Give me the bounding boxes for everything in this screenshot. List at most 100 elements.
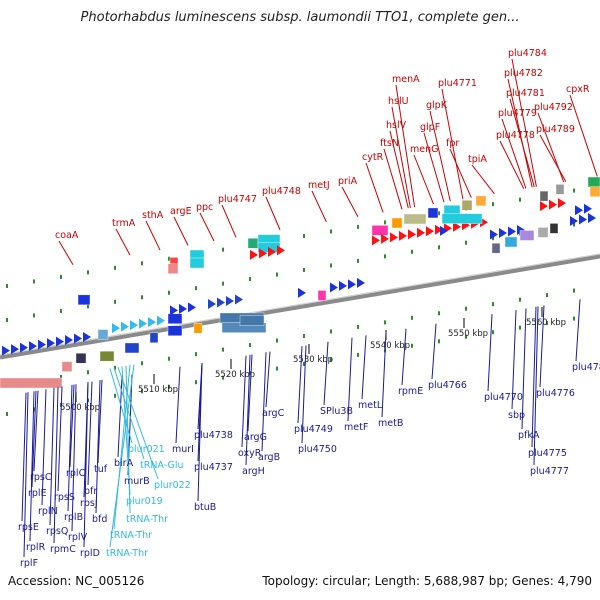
gene-label-red: tpiA — [468, 154, 487, 165]
tick-mark — [6, 283, 8, 288]
gene-label-blue-leader — [245, 354, 251, 466]
gene-label-red-leader — [569, 94, 598, 177]
gene-arrow — [426, 226, 434, 237]
gene-block — [391, 217, 403, 229]
gene-label-blue: argB — [258, 452, 280, 463]
gene-arrow — [250, 249, 258, 260]
gene-arrow — [298, 287, 306, 298]
gene-feature — [77, 294, 91, 306]
gene-arrow — [259, 248, 267, 259]
tick-mark — [573, 316, 575, 321]
gene-label-red-leader — [413, 154, 434, 205]
tick-mark — [519, 297, 521, 302]
gene-arrow — [20, 342, 28, 353]
gene-arrow — [408, 229, 416, 240]
gene-feature — [167, 325, 183, 336]
gene-label-blue: rpsC — [30, 472, 52, 483]
gene-label-trna: plur021 — [128, 444, 165, 455]
tick-mark — [249, 343, 251, 348]
gene-block — [75, 353, 87, 364]
tick-mark — [141, 295, 143, 300]
gene-label-blue: murB — [124, 476, 150, 487]
tick-mark — [168, 256, 170, 261]
tick-mark — [114, 393, 116, 398]
gene-block — [537, 227, 549, 238]
gene-label-red: glpK — [426, 100, 448, 111]
tick-mark — [114, 265, 116, 270]
accession-text: Accession: NC_005126 — [8, 574, 145, 588]
gene-block — [317, 290, 327, 301]
tick-marks — [6, 188, 575, 416]
gene-arrow — [188, 302, 196, 313]
gene-label-blue: rplF — [20, 558, 38, 569]
gene-label-blue-leader — [265, 351, 271, 408]
tick-mark — [6, 317, 8, 322]
gene-feature — [298, 287, 306, 298]
gene-label-trna: tRNA-Thr — [126, 514, 168, 525]
gene-arrow — [339, 280, 347, 291]
tick-mark — [222, 347, 224, 352]
gene-label-blue: argG — [244, 432, 267, 443]
gene-label-red-leader — [115, 228, 131, 256]
gene-label-red-leader — [173, 216, 189, 246]
gene-feature — [427, 207, 439, 219]
gene-label-blue-leader — [95, 380, 101, 514]
gene-label-blue: rpsQ — [46, 526, 68, 537]
gene-feature — [537, 227, 549, 238]
tick-mark — [492, 236, 494, 241]
gene-block — [247, 238, 259, 249]
gene-feature — [75, 353, 87, 364]
gene-label-red: priA — [338, 176, 358, 187]
tick-mark — [438, 245, 440, 250]
gene-label-blue: rplE — [28, 488, 47, 499]
gene-feature — [441, 213, 483, 224]
gene-label-blue-leader — [323, 341, 329, 406]
gene-block — [99, 350, 115, 362]
scale-label: 5560 kbp — [526, 318, 566, 328]
gene-label-blue: argC — [262, 408, 285, 419]
gene-feature — [440, 225, 448, 236]
gene-label-blue: bfd — [92, 514, 107, 525]
gene-label-red-leader — [391, 106, 411, 209]
gene-labels: coaA trmA sthA argE ppc plu4747 plu4748 metJ pri… — [18, 48, 600, 569]
gene-label-red-leader — [511, 58, 537, 187]
gene-label-blue-leader — [539, 305, 545, 388]
gene-label-red: ppc — [196, 202, 213, 213]
tick-mark — [384, 320, 386, 325]
gene-block — [124, 342, 140, 354]
gene-label-blue-leader — [97, 379, 103, 464]
gene-label-blue: plu4738 — [194, 430, 233, 441]
gene-label-red: hslU — [388, 96, 409, 107]
gene-label-red-leader — [539, 134, 567, 182]
tick-mark — [357, 324, 359, 329]
gene-label-blue-leader — [401, 328, 407, 386]
tick-mark — [276, 272, 278, 277]
tick-mark — [357, 224, 359, 229]
gene-arrow — [157, 315, 165, 326]
gene-label-blue: plu4737 — [194, 462, 233, 473]
gene-arrow — [130, 320, 138, 331]
tick-mark — [330, 263, 332, 268]
tick-mark — [384, 220, 386, 225]
gene-arrow — [453, 221, 461, 232]
gene-label-red: plu4747 — [218, 194, 257, 205]
gene-label-red-leader — [199, 212, 215, 242]
gene-block — [77, 294, 91, 306]
gene-label-blue-leader — [381, 331, 387, 418]
gene-feature — [475, 195, 487, 207]
gene-label-blue-leader — [247, 354, 253, 432]
gene-label-red: trmA — [112, 218, 136, 229]
gene-label-blue-leader — [261, 352, 267, 452]
tick-mark — [303, 333, 305, 338]
gene-label-blue-leader — [175, 366, 181, 444]
tick-mark — [492, 302, 494, 307]
gene-arrow — [381, 233, 389, 244]
gene-label-red-leader — [311, 190, 327, 223]
tick-mark — [465, 306, 467, 311]
gene-label-red-leader — [265, 196, 281, 231]
gene-feature — [575, 203, 592, 216]
gene-feature — [555, 184, 565, 195]
tick-mark — [519, 197, 521, 202]
gene-block — [167, 263, 179, 274]
gene-label-red-leader — [537, 112, 565, 183]
